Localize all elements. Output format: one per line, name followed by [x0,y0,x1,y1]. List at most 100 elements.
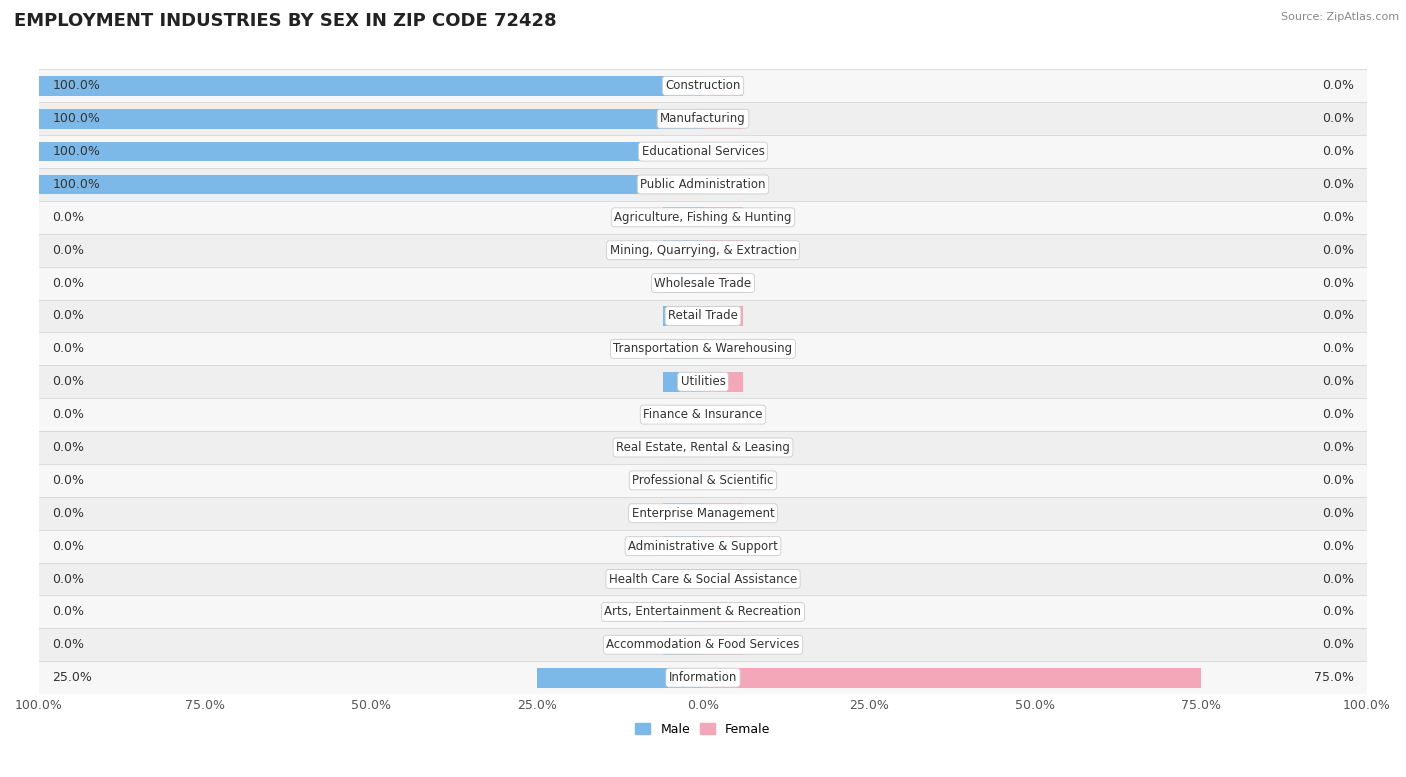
Bar [39,365,1367,398]
Bar [703,536,742,556]
Bar [39,175,703,194]
Bar [703,635,742,655]
Text: 0.0%: 0.0% [52,343,84,355]
Text: 0.0%: 0.0% [52,540,84,552]
Text: 0.0%: 0.0% [1322,573,1354,586]
Text: 0.0%: 0.0% [1322,112,1354,125]
Bar [39,109,703,128]
Text: Arts, Entertainment & Recreation: Arts, Entertainment & Recreation [605,605,801,618]
Text: 0.0%: 0.0% [52,277,84,290]
Bar [664,306,703,326]
Text: Information: Information [669,671,737,684]
Text: 0.0%: 0.0% [1322,474,1354,487]
Text: 0.0%: 0.0% [1322,408,1354,421]
Text: 0.0%: 0.0% [52,474,84,487]
Text: 0.0%: 0.0% [1322,343,1354,355]
Text: 0.0%: 0.0% [52,507,84,520]
Bar [703,339,742,359]
Bar [39,135,1367,168]
Bar [39,398,1367,431]
Text: 0.0%: 0.0% [52,573,84,586]
Text: Enterprise Management: Enterprise Management [631,507,775,520]
Bar [703,405,742,424]
Text: Transportation & Warehousing: Transportation & Warehousing [613,343,793,355]
Bar [537,667,703,688]
Text: 0.0%: 0.0% [1322,211,1354,224]
Text: 0.0%: 0.0% [52,211,84,224]
Text: Manufacturing: Manufacturing [661,112,745,125]
Text: 100.0%: 100.0% [52,145,100,158]
Bar [703,240,742,260]
Text: 0.0%: 0.0% [52,309,84,322]
Text: 0.0%: 0.0% [1322,277,1354,290]
Bar [703,306,742,326]
Bar [703,76,742,96]
Text: Construction: Construction [665,79,741,92]
Bar [39,300,1367,333]
Legend: Male, Female: Male, Female [630,718,776,741]
Bar [39,661,1367,694]
Bar [664,372,703,392]
Bar [39,69,1367,103]
Text: 0.0%: 0.0% [1322,145,1354,158]
Text: 0.0%: 0.0% [1322,638,1354,651]
Text: Health Care & Social Assistance: Health Care & Social Assistance [609,573,797,586]
Text: Public Administration: Public Administration [640,178,766,191]
Bar [703,602,742,622]
Text: 100.0%: 100.0% [52,79,100,92]
Bar [39,333,1367,365]
Text: Educational Services: Educational Services [641,145,765,158]
Bar [664,207,703,227]
Bar [39,103,1367,135]
Text: 75.0%: 75.0% [1313,671,1354,684]
Bar [703,175,742,194]
Text: 0.0%: 0.0% [52,408,84,421]
Text: Agriculture, Fishing & Hunting: Agriculture, Fishing & Hunting [614,211,792,224]
Text: Mining, Quarrying, & Extraction: Mining, Quarrying, & Extraction [610,244,796,256]
Bar [39,629,1367,661]
Text: 0.0%: 0.0% [1322,441,1354,454]
Text: 100.0%: 100.0% [52,112,100,125]
Bar [703,667,1201,688]
Bar [39,201,1367,234]
Text: Retail Trade: Retail Trade [668,309,738,322]
Text: Utilities: Utilities [681,375,725,388]
Bar [39,563,1367,595]
Bar [664,274,703,293]
Bar [39,141,703,162]
Bar [664,339,703,359]
Bar [703,437,742,458]
Text: 0.0%: 0.0% [52,605,84,618]
Bar [703,372,742,392]
Text: 0.0%: 0.0% [52,441,84,454]
Text: 0.0%: 0.0% [52,638,84,651]
Bar [703,503,742,523]
Bar [39,497,1367,530]
Bar [703,109,742,128]
Bar [703,207,742,227]
Text: 0.0%: 0.0% [52,244,84,256]
Text: Professional & Scientific: Professional & Scientific [633,474,773,487]
Bar [664,635,703,655]
Text: 0.0%: 0.0% [1322,605,1354,618]
Text: 25.0%: 25.0% [52,671,93,684]
Bar [39,464,1367,497]
Text: Finance & Insurance: Finance & Insurance [644,408,762,421]
Text: Source: ZipAtlas.com: Source: ZipAtlas.com [1281,12,1399,22]
Text: 0.0%: 0.0% [1322,540,1354,552]
Bar [39,431,1367,464]
Bar [703,141,742,162]
Bar [664,240,703,260]
Text: 0.0%: 0.0% [1322,375,1354,388]
Bar [703,274,742,293]
Bar [39,267,1367,300]
Bar [664,569,703,589]
Text: EMPLOYMENT INDUSTRIES BY SEX IN ZIP CODE 72428: EMPLOYMENT INDUSTRIES BY SEX IN ZIP CODE… [14,12,557,30]
Text: 0.0%: 0.0% [1322,309,1354,322]
Text: Administrative & Support: Administrative & Support [628,540,778,552]
Bar [39,234,1367,267]
Bar [664,602,703,622]
Text: 0.0%: 0.0% [52,375,84,388]
Text: Wholesale Trade: Wholesale Trade [654,277,752,290]
Bar [664,503,703,523]
